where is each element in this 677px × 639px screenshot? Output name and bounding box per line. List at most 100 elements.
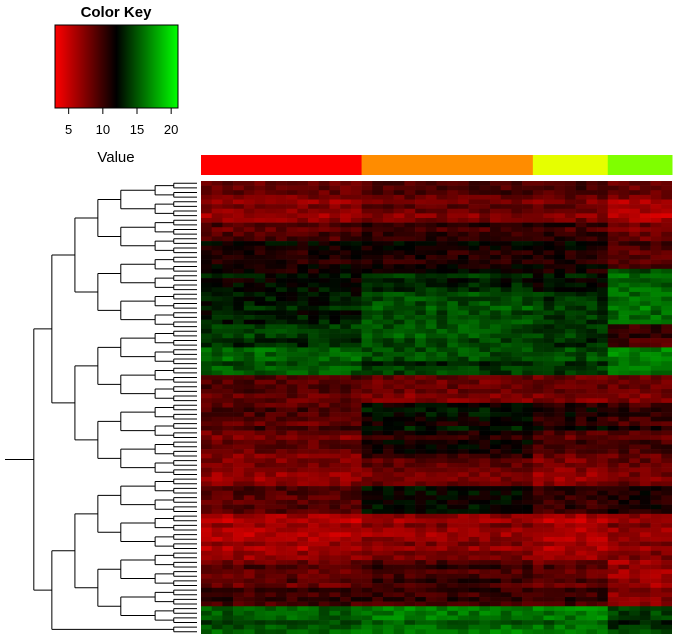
heatmap-cell (340, 532, 352, 538)
heatmap-cell (629, 583, 641, 589)
heatmap-cell (490, 361, 502, 367)
heatmap-cell (564, 615, 576, 621)
heatmap-cell (661, 250, 673, 256)
heatmap-cell (211, 425, 223, 431)
heatmap-cell (532, 352, 544, 357)
heatmap-cell (265, 291, 277, 297)
heatmap-cell (500, 204, 512, 210)
heatmap-cell (415, 467, 427, 473)
heatmap-cell (361, 527, 373, 533)
heatmap-cell (564, 287, 576, 293)
heatmap-cell (564, 190, 576, 196)
heatmap-cell (629, 499, 641, 505)
heatmap-cell (415, 398, 427, 404)
heatmap-cell (511, 324, 523, 330)
heatmap-cell (350, 190, 362, 196)
heatmap-cell (629, 578, 641, 584)
heatmap-cell (522, 222, 534, 228)
heatmap-cell (629, 541, 641, 547)
heatmap-cell (511, 435, 523, 441)
heatmap-cell (201, 204, 212, 210)
heatmap-cell (522, 421, 534, 427)
heatmap-cell (532, 467, 544, 473)
heatmap-cell (201, 190, 212, 196)
heatmap-cell (554, 282, 566, 288)
heatmap-cell (382, 245, 394, 251)
heatmap-cell (372, 254, 384, 260)
heatmap-cell (361, 190, 373, 196)
heatmap-cell (639, 208, 651, 214)
heatmap-cell (243, 273, 255, 279)
heatmap-cell (211, 610, 223, 616)
heatmap-cell (393, 610, 405, 616)
heatmap-cell (265, 536, 277, 542)
heatmap-cell (382, 536, 394, 542)
heatmap-cell (201, 278, 212, 283)
heatmap-cell (564, 324, 576, 330)
heatmap-cell (436, 504, 448, 510)
heatmap-cell (393, 421, 405, 427)
heatmap-cell (286, 569, 298, 575)
heatmap-cell (404, 365, 416, 371)
heatmap-cell (211, 444, 223, 450)
heatmap-cell (639, 389, 651, 394)
heatmap-cell (447, 495, 459, 501)
heatmap-cell (361, 407, 373, 413)
heatmap-cell (618, 282, 630, 288)
heatmap-cell (586, 583, 598, 589)
heatmap-cell (661, 532, 673, 538)
heatmap-cell (629, 462, 641, 468)
heatmap-cell (639, 592, 651, 598)
heatmap-cell (393, 213, 405, 219)
heatmap-cell (361, 236, 373, 242)
heatmap-cell (372, 296, 384, 302)
heatmap-cell (308, 560, 320, 565)
heatmap-cell (522, 305, 534, 311)
heatmap-cell (425, 370, 437, 376)
heatmap-cell (201, 181, 212, 186)
heatmap-cell (522, 181, 534, 186)
heatmap-cell (425, 190, 437, 196)
heatmap-cell (586, 393, 598, 399)
heatmap-cell (393, 490, 405, 496)
heatmap-cell (436, 231, 448, 237)
heatmap-cell (350, 264, 362, 270)
heatmap-cell (554, 319, 566, 325)
heatmap-cell (233, 379, 245, 385)
heatmap-cell (522, 342, 534, 348)
heatmap-cell (629, 324, 641, 330)
heatmap-cell (607, 624, 619, 630)
heatmap-cell (265, 546, 277, 552)
heatmap-cell (308, 573, 320, 579)
heatmap-cell (447, 342, 459, 348)
heatmap-cell (575, 342, 587, 348)
heatmap-cell (222, 467, 234, 473)
heatmap-cell (297, 518, 309, 524)
heatmap-cell (254, 439, 266, 445)
heatmap-cell (275, 222, 287, 228)
heatmap-cell (415, 231, 427, 237)
heatmap-cell (447, 231, 459, 237)
heatmap-cell (479, 365, 491, 371)
heatmap-cell (243, 615, 255, 621)
heatmap-cell (522, 370, 534, 376)
heatmap-cell (308, 347, 320, 353)
heatmap-cell (308, 291, 320, 297)
heatmap-cell (661, 407, 673, 413)
heatmap-cell (650, 370, 662, 376)
heatmap-cell (275, 435, 287, 441)
heatmap-cell (350, 389, 362, 394)
heatmap-cell (297, 606, 309, 612)
heatmap-cell (233, 550, 245, 556)
heatmap-cell (265, 222, 277, 228)
heatmap-cell (211, 398, 223, 404)
heatmap-cell (404, 513, 416, 519)
heatmap-cell (543, 264, 555, 270)
heatmap-cell (554, 513, 566, 519)
heatmap-cell (639, 342, 651, 348)
heatmap-cell (382, 236, 394, 242)
heatmap-cell (522, 389, 534, 394)
heatmap-cell (479, 250, 491, 256)
heatmap-cell (490, 190, 502, 196)
heatmap-cell (586, 476, 598, 482)
